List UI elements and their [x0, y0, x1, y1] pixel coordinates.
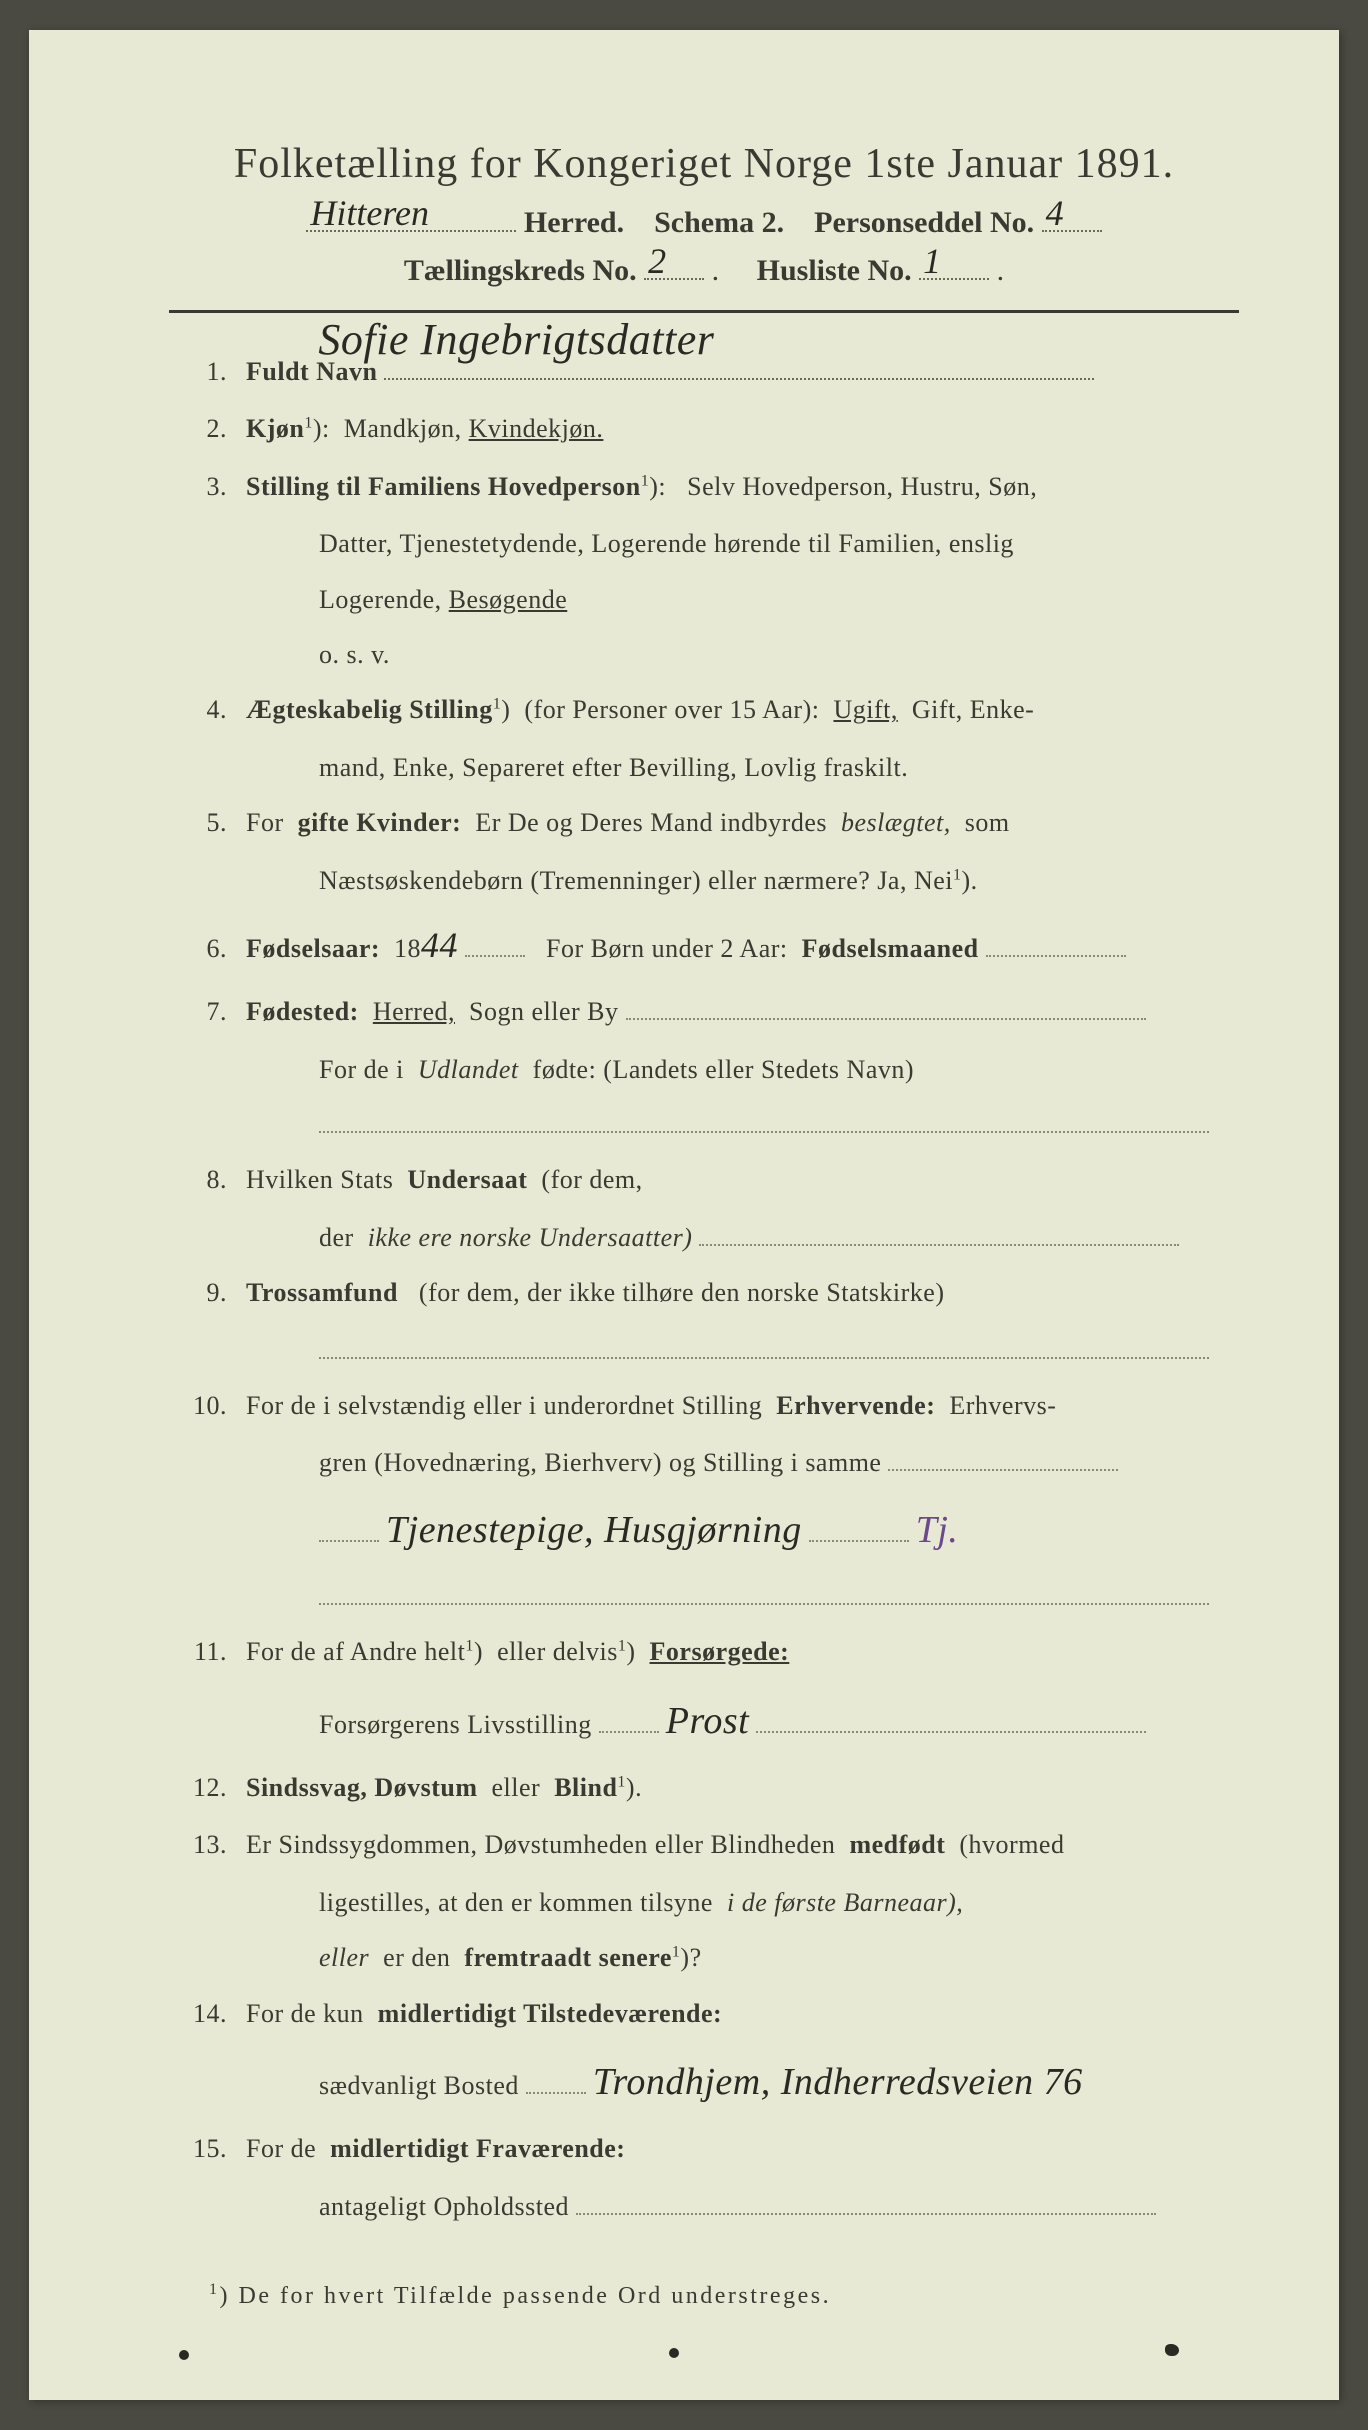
- herred-handwritten: Hitteren: [310, 192, 429, 234]
- item-13: 13. Er Sindssygdommen, Døvstumheden elle…: [169, 1820, 1239, 1869]
- tkreds-label: Tællingskreds No.: [404, 254, 637, 287]
- fodested-selected: Herred,: [373, 997, 455, 1026]
- erhverv-value: Tjenestepige, Husgjørning: [386, 1509, 802, 1551]
- fuldt-navn-value: Sofie Ingebrigtsdatter: [388, 298, 714, 382]
- item-1: 1. Fuldt Navn Sofie Ingebrigtsdatter: [169, 347, 1239, 396]
- punch-mark: [179, 2350, 189, 2360]
- item-7: 7. Fødested: Herred, Sogn eller By: [169, 987, 1239, 1036]
- item-4: 4. Ægteskabelig Stilling1) (for Personer…: [169, 685, 1239, 734]
- form-title: Folketælling for Kongeriget Norge 1ste J…: [169, 140, 1239, 188]
- item-12: 12. Sindssvag, Døvstum eller Blind1).: [169, 1763, 1239, 1812]
- header-line-2: Tællingskreds No. 2 . Husliste No. 1 .: [169, 254, 1239, 288]
- schema-label: Schema 2.: [654, 206, 784, 239]
- footnote: 1) De for hvert Tilfælde passende Ord un…: [169, 2281, 1239, 2310]
- item-15: 15. For de midlertidigt Fraværende:: [169, 2124, 1239, 2173]
- personseddel-no: 4: [1046, 192, 1064, 234]
- fodselsaar-value: 44: [421, 925, 458, 965]
- punch-mark: [669, 2348, 679, 2358]
- item-14: 14. For de kun midlertidigt Tilstedevære…: [169, 1989, 1239, 2038]
- item-9: 9. Trossamfund (for dem, der ikke tilhør…: [169, 1268, 1239, 1317]
- item-11: 11. For de af Andre helt1) eller delvis1…: [169, 1627, 1239, 1676]
- item-6: 6. Fødselsaar: 1844 For Børn under 2 Aar…: [169, 911, 1239, 979]
- item-10: 10. For de i selvstændig eller i underor…: [169, 1381, 1239, 1430]
- bosted-value: Trondhjem, Indherredsveien 76: [593, 2061, 1083, 2103]
- husliste-label: Husliste No.: [757, 254, 912, 287]
- stilling-selected: Besøgende: [449, 585, 568, 614]
- item-5: 5. For gifte Kvinder: Er De og Deres Man…: [169, 798, 1239, 847]
- census-form-page: Folketælling for Kongeriget Norge 1ste J…: [29, 30, 1339, 2400]
- aegteskab-selected: Ugift,: [833, 695, 897, 724]
- tkreds-no: 2: [648, 240, 666, 282]
- kjon-selected: Kvindekjøn.: [469, 414, 604, 443]
- item-8: 8. Hvilken Stats Undersaat (for dem,: [169, 1155, 1239, 1204]
- item-3: 3. Stilling til Familiens Hovedperson1):…: [169, 462, 1239, 511]
- erhverv-mark: Tj.: [916, 1509, 959, 1551]
- punch-mark: [1165, 2344, 1179, 2356]
- item-2: 2. Kjøn1): Mandkjøn, Kvindekjøn.: [169, 404, 1239, 453]
- personseddel-label: Personseddel No.: [814, 206, 1034, 239]
- forsorger-value: Prost: [666, 1700, 749, 1742]
- herred-label: Herred.: [524, 206, 624, 239]
- header-line-1: Hitteren Herred. Schema 2. Personseddel …: [169, 206, 1239, 240]
- husliste-no: 1: [923, 240, 941, 282]
- form-header: Folketælling for Kongeriget Norge 1ste J…: [169, 140, 1239, 288]
